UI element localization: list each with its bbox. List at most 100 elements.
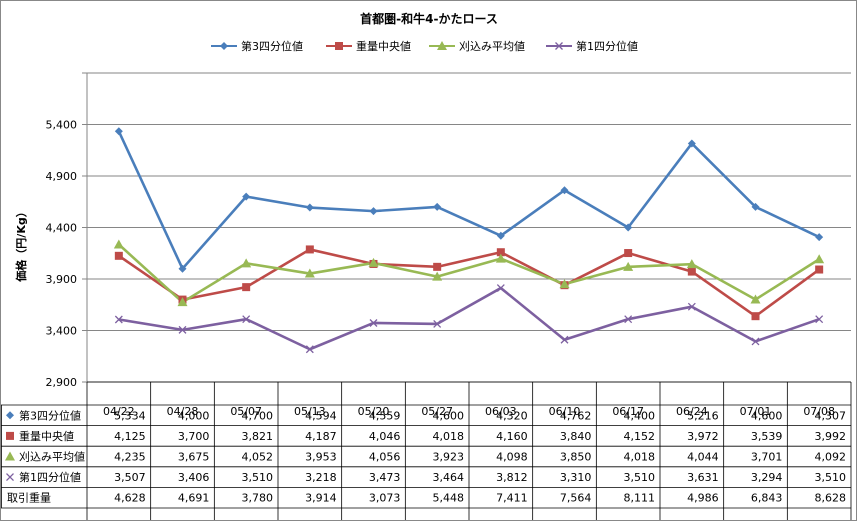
data-label: 3,675 [178, 451, 210, 464]
legend-marker-4-stroke-b [555, 42, 563, 50]
data-label: 3,780 [242, 492, 274, 505]
series-3-point [241, 258, 252, 268]
series-line-1 [117, 130, 820, 271]
series-4-point-stroke-b [114, 315, 123, 324]
data-label: 3,812 [496, 471, 528, 484]
table-row-label: 刈込み平均値 [19, 451, 85, 464]
series-2-point [242, 283, 251, 292]
series-3-point [559, 279, 570, 289]
gridlines [82, 72, 851, 383]
series-line-4 [118, 286, 820, 351]
series-line-3 [117, 243, 820, 304]
data-label: 4,762 [560, 409, 592, 422]
data-label: 4,098 [496, 451, 528, 464]
data-label: 3,850 [560, 451, 592, 464]
series-2-point [496, 248, 505, 257]
legend: 第3四分位値 重量中央値 刈込み平均値 第1四分位値 [211, 39, 638, 53]
series-2-point [751, 312, 760, 321]
data-label: 7,564 [560, 492, 592, 505]
series-4-point-stroke-b [687, 302, 696, 311]
series-4-point [751, 337, 760, 346]
series-1-point [433, 202, 442, 211]
table-row-label: 第3四分位値 [19, 408, 81, 422]
data-label: 4,400 [624, 409, 656, 422]
data-label: 4,160 [496, 430, 528, 443]
x-tick-label: 06/24 [676, 405, 708, 418]
legend-marker-2 [335, 42, 343, 50]
series-4-point-stroke-b [305, 345, 314, 354]
data-label: 3,073 [369, 492, 401, 505]
data-label: 4,056 [369, 451, 401, 464]
y-tick-label: 4,400 [46, 222, 78, 235]
data-label: 4,235 [114, 451, 146, 464]
series-4-point [178, 325, 187, 334]
series-4-point [560, 335, 569, 344]
series-2-point [305, 245, 314, 254]
series-2-point [815, 265, 824, 274]
series-4-point [305, 345, 314, 354]
series-4-point [496, 284, 505, 293]
data-label: 5,216 [687, 409, 719, 422]
data-label: 3,507 [114, 471, 146, 484]
series-4-point-stroke-b [178, 325, 187, 334]
data-label: 4,018 [433, 430, 465, 443]
series-1-point [624, 223, 633, 232]
series-1-point [114, 127, 123, 136]
data-label: 5,448 [433, 492, 465, 505]
data-label: 4,307 [815, 409, 847, 422]
series-4-point-stroke-b [242, 315, 251, 324]
x-tick-label: 06/03 [485, 405, 517, 418]
series-4-point [242, 315, 251, 324]
data-label: 4,628 [114, 492, 146, 505]
data-label: 7,411 [496, 492, 528, 505]
series-3-point [814, 254, 825, 264]
data-label: 3,923 [433, 451, 465, 464]
data-label: 3,821 [242, 430, 274, 443]
data-label: 4,052 [242, 451, 274, 464]
data-label: 3,218 [305, 471, 337, 484]
data-label: 4,152 [624, 430, 656, 443]
y-tick-label: 4,900 [46, 170, 78, 183]
legend-label-2: 重量中央値 [356, 39, 411, 53]
data-label: 4,320 [496, 409, 528, 422]
x-tick-label: 07/08 [803, 405, 835, 418]
data-label: 3,631 [687, 471, 719, 484]
legend-label-1: 第3四分位値 [241, 39, 303, 53]
series-4-point [687, 302, 696, 311]
series-3-point [304, 268, 315, 278]
series-4-point-stroke-b [624, 315, 633, 324]
series-3-point [368, 257, 379, 267]
series-1-point [369, 207, 378, 216]
series-2-point [624, 249, 633, 258]
data-label: 3,840 [560, 430, 592, 443]
data-label: 4,594 [305, 409, 337, 422]
series-2-point [687, 267, 696, 276]
series-1-point [178, 264, 187, 273]
legend-label-3: 刈込み平均値 [459, 40, 525, 53]
data-label: 3,510 [242, 471, 274, 484]
y-axis-label: 価格（円/Kg） [14, 206, 28, 282]
chart-title: 首都圏-和牛4-かたロース [360, 11, 498, 26]
data-label: 3,972 [687, 430, 719, 443]
series-1-point [305, 203, 314, 212]
data-label: 3,510 [624, 471, 656, 484]
x-tick-label: 07/01 [740, 405, 772, 418]
series-3-point [113, 239, 124, 249]
data-label: 3,406 [178, 471, 210, 484]
x-tick-label: 05/07 [230, 405, 262, 418]
data-label: 3,464 [433, 471, 465, 484]
x-tick-label: 05/20 [358, 405, 390, 418]
data-label: 3,992 [815, 430, 847, 443]
data-label: 3,310 [560, 471, 592, 484]
data-label: 3,700 [178, 430, 210, 443]
x-tick-label: 06/10 [549, 405, 581, 418]
data-label: 8,628 [815, 492, 847, 505]
series-1-point [687, 139, 696, 148]
legend-label-4: 第1四分位値 [576, 39, 638, 53]
data-label: 4,000 [178, 409, 210, 422]
data-label: 4,600 [433, 409, 465, 422]
legend-marker-4 [555, 42, 563, 50]
data-label: 3,539 [751, 430, 783, 443]
